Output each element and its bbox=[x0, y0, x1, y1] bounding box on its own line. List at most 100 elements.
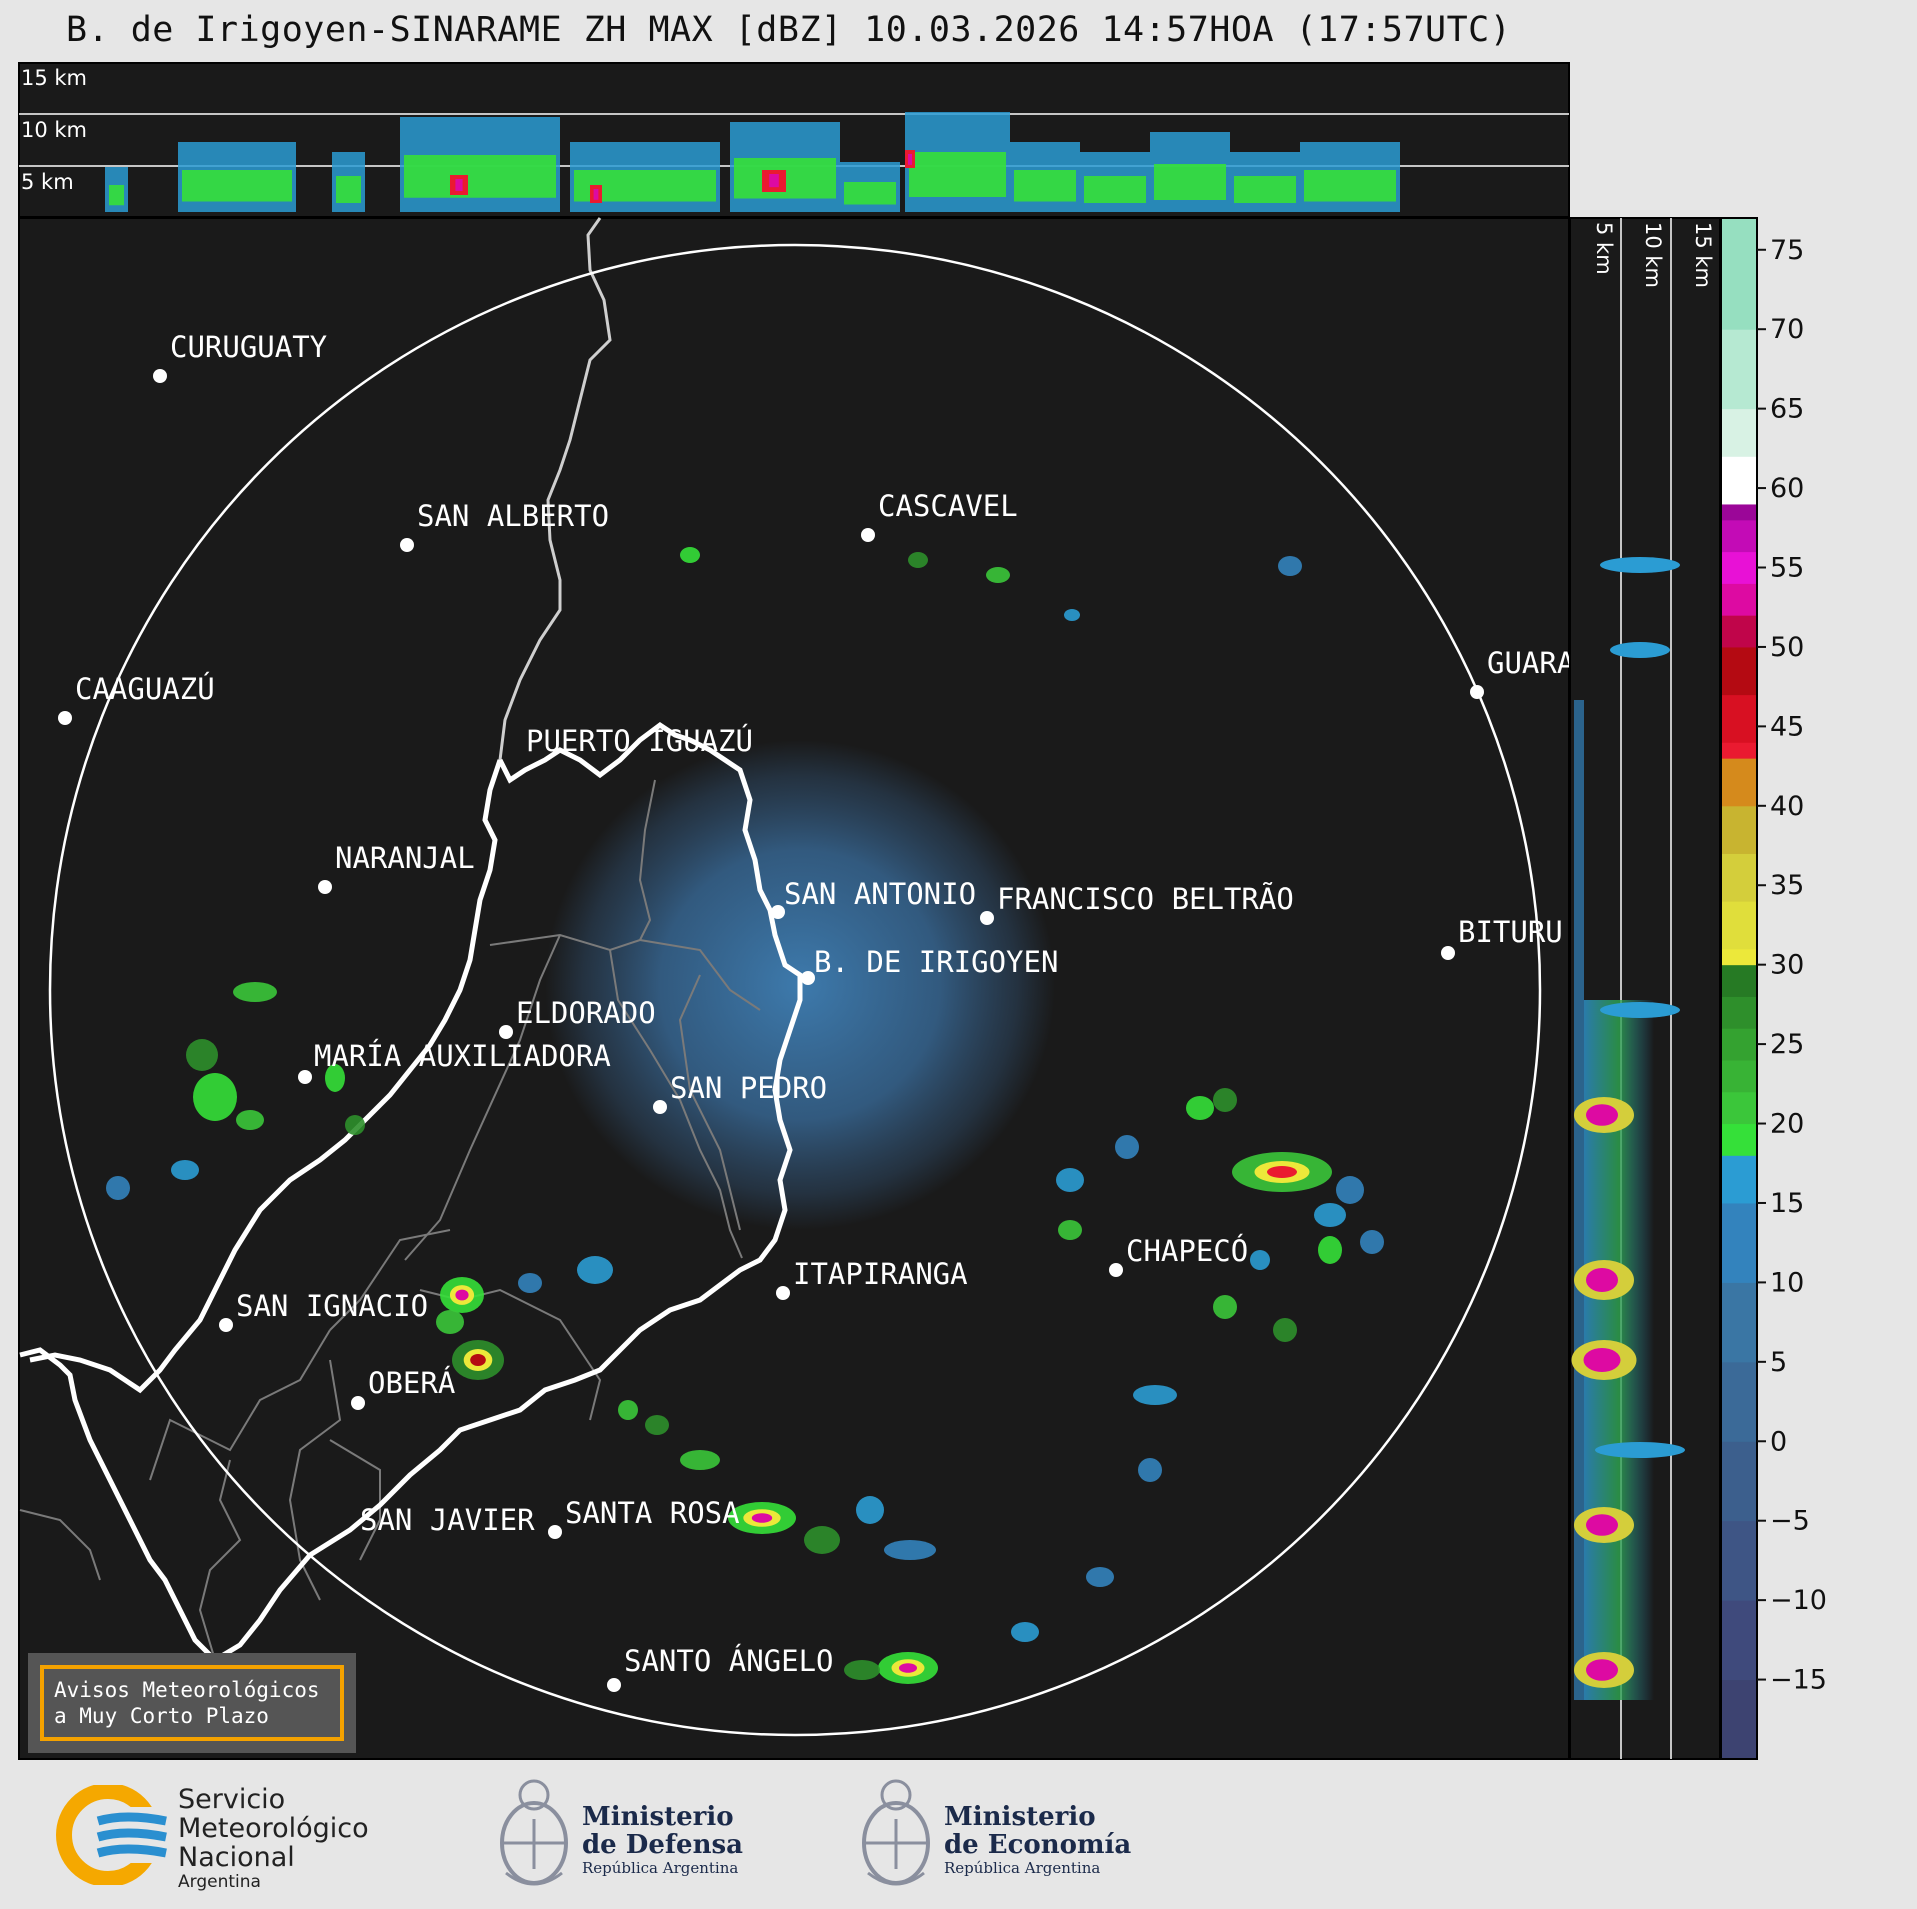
echo-cell bbox=[1213, 1088, 1237, 1112]
top-panel-echoes bbox=[105, 112, 1400, 212]
city-label: SAN IGNACIO bbox=[236, 1289, 428, 1323]
top-label-15km: 15 km bbox=[21, 66, 87, 90]
echo-cell bbox=[186, 1039, 218, 1071]
echo-cell bbox=[1360, 1230, 1384, 1254]
city-marker bbox=[548, 1525, 562, 1539]
echo-cell bbox=[106, 1176, 130, 1200]
smn-line-2: Meteorológico bbox=[178, 1813, 369, 1844]
side-echo-band bbox=[1600, 1002, 1680, 1018]
top-echo-column bbox=[1234, 176, 1296, 203]
city-label: CASCAVEL bbox=[878, 489, 1018, 523]
echo-cell bbox=[577, 1256, 613, 1284]
colorbar-segment bbox=[1721, 948, 1757, 966]
city-label: SAN PEDRO bbox=[670, 1071, 827, 1105]
echo-cell bbox=[645, 1415, 669, 1435]
side-label-10km: 10 km bbox=[1641, 222, 1665, 288]
side-echo-column bbox=[1574, 700, 1584, 1700]
echo-cell bbox=[908, 552, 928, 568]
city-label: SANTO ÁNGELO bbox=[624, 1644, 834, 1678]
echo-cell bbox=[680, 1450, 720, 1470]
economia-logo: Ministerio de Economía República Argenti… bbox=[856, 1773, 1136, 1895]
top-echo-column bbox=[909, 152, 1006, 197]
colorbar-segment bbox=[1721, 583, 1757, 616]
colorbar-segment bbox=[1721, 1155, 1757, 1204]
echo-cell bbox=[325, 1064, 345, 1092]
colorbar-segment bbox=[1721, 742, 1757, 759]
city-marker bbox=[771, 905, 785, 919]
echo-cell bbox=[345, 1115, 365, 1135]
side-echo-core bbox=[1586, 1659, 1618, 1681]
colorbar-segment bbox=[1721, 1441, 1757, 1522]
side-label-5km: 5 km bbox=[1592, 222, 1616, 275]
notice-line-2: a Muy Corto Plazo bbox=[54, 1704, 269, 1728]
top-echo-column bbox=[182, 170, 292, 202]
city-label: CURUGUATY bbox=[170, 330, 327, 364]
colorbar-segment bbox=[1721, 1123, 1757, 1156]
top-echo-column bbox=[1084, 176, 1146, 203]
city-marker bbox=[298, 1070, 312, 1084]
colorbar-segment bbox=[1721, 1600, 1757, 1681]
colorbar bbox=[1721, 218, 1757, 1760]
nowcasting-notice: Avisos Meteorológicos a Muy Corto Plazo bbox=[28, 1653, 356, 1753]
city-marker bbox=[801, 971, 815, 985]
city-label: GUARA bbox=[1487, 646, 1574, 680]
echo-cell bbox=[518, 1273, 542, 1293]
city-label: SANTA ROSA bbox=[565, 1496, 740, 1530]
echo-cell bbox=[1318, 1236, 1342, 1264]
city-marker bbox=[1470, 685, 1484, 699]
colorbar-tick-label: 10 bbox=[1770, 1267, 1804, 1298]
colorbar-tick-label: 15 bbox=[1770, 1188, 1804, 1219]
smn-line-3: Nacional bbox=[178, 1842, 295, 1873]
colorbar-tick-label: −15 bbox=[1770, 1665, 1827, 1696]
echo-cell bbox=[1278, 556, 1302, 576]
precipitation-echoes bbox=[106, 547, 1384, 1684]
city-marker bbox=[58, 711, 72, 725]
smn-line-1: Servicio bbox=[178, 1784, 286, 1815]
colorbar-segment bbox=[1721, 694, 1757, 743]
side-echo-core bbox=[1586, 1104, 1618, 1126]
city-label: NARANJAL bbox=[335, 841, 475, 875]
city-label: MARÍA AUXILIADORA bbox=[314, 1039, 611, 1073]
colorbar-segment bbox=[1721, 646, 1757, 696]
colorbar-tick-label: 60 bbox=[1770, 473, 1804, 504]
echo-core bbox=[899, 1663, 917, 1673]
top-echo-column bbox=[1154, 164, 1226, 200]
city-marker bbox=[1441, 946, 1455, 960]
smn-emblem-icon bbox=[56, 1785, 168, 1885]
top-echo-column bbox=[1304, 170, 1396, 202]
colorbar-segment bbox=[1721, 853, 1757, 902]
colorbar-segment bbox=[1721, 1202, 1757, 1283]
city-marker bbox=[219, 1318, 233, 1332]
city-label: BITURU bbox=[1458, 915, 1563, 949]
echo-cell bbox=[1186, 1096, 1214, 1120]
defensa-line-3: República Argentina bbox=[582, 1859, 739, 1877]
top-echo-core bbox=[769, 174, 779, 188]
echo-core bbox=[455, 1289, 469, 1301]
echo-core bbox=[1267, 1166, 1297, 1178]
side-label-15km: 15 km bbox=[1691, 222, 1715, 288]
colorbar-segment bbox=[1721, 503, 1757, 521]
echo-core bbox=[751, 1513, 773, 1523]
country-border-east bbox=[19, 721, 803, 1664]
city-label: SAN JAVIER bbox=[360, 1503, 535, 1537]
echo-core bbox=[470, 1354, 486, 1366]
colorbar-tick-label: 35 bbox=[1770, 870, 1804, 901]
map-title: B. de Irigoyen-SINARAME ZH MAX [dBZ] 10.… bbox=[66, 10, 1512, 50]
top-echo-column bbox=[336, 176, 361, 203]
colorbar-segment bbox=[1721, 1091, 1757, 1125]
top-echo-column bbox=[1014, 170, 1076, 202]
echo-cell bbox=[1115, 1135, 1139, 1159]
city-label: PUERTO IGUAZÚ bbox=[526, 724, 753, 758]
side-echo-band bbox=[1610, 642, 1670, 658]
province-borders bbox=[19, 779, 761, 1661]
colorbar-tick-label: 20 bbox=[1770, 1109, 1804, 1140]
echo-cell bbox=[1250, 1250, 1270, 1270]
city-layer: CURUGUATY SAN ALBERTO CASCAVEL CAAGUAZÚ GUAR… bbox=[58, 330, 1574, 1692]
notice-line-1: Avisos Meteorológicos bbox=[54, 1678, 320, 1702]
echo-cell bbox=[1058, 1220, 1082, 1240]
smn-line-4: Argentina bbox=[178, 1872, 261, 1892]
top-echo-core bbox=[593, 189, 599, 200]
echo-cell bbox=[884, 1540, 936, 1560]
